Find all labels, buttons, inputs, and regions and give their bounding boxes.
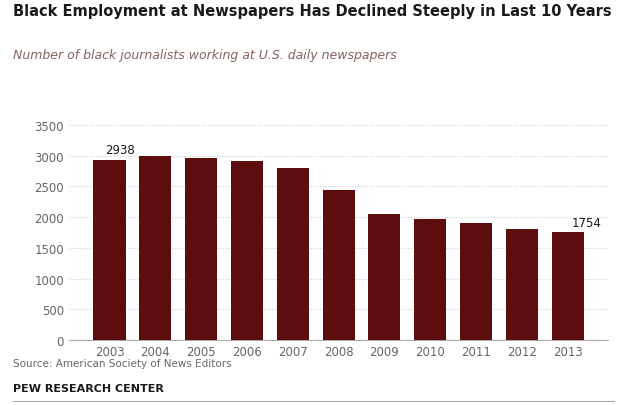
Bar [322, 191, 355, 340]
Bar [368, 214, 401, 340]
Bar [506, 230, 538, 340]
Text: 1754: 1754 [572, 216, 602, 229]
Text: Number of black journalists working at U.S. daily newspapers: Number of black journalists working at U… [13, 49, 396, 62]
Text: Black Employment at Newspapers Has Declined Steeply in Last 10 Years: Black Employment at Newspapers Has Decli… [13, 4, 611, 19]
Text: PEW RESEARCH CENTER: PEW RESEARCH CENTER [13, 383, 164, 393]
Text: Source: American Society of News Editors: Source: American Society of News Editors [13, 358, 231, 369]
Bar [139, 157, 171, 340]
Bar [414, 220, 446, 340]
Bar [185, 159, 217, 340]
Bar [93, 160, 125, 340]
Bar [277, 169, 309, 340]
Bar [231, 162, 263, 340]
Text: 2938: 2938 [105, 144, 135, 157]
Bar [460, 224, 492, 340]
Bar [552, 233, 584, 340]
